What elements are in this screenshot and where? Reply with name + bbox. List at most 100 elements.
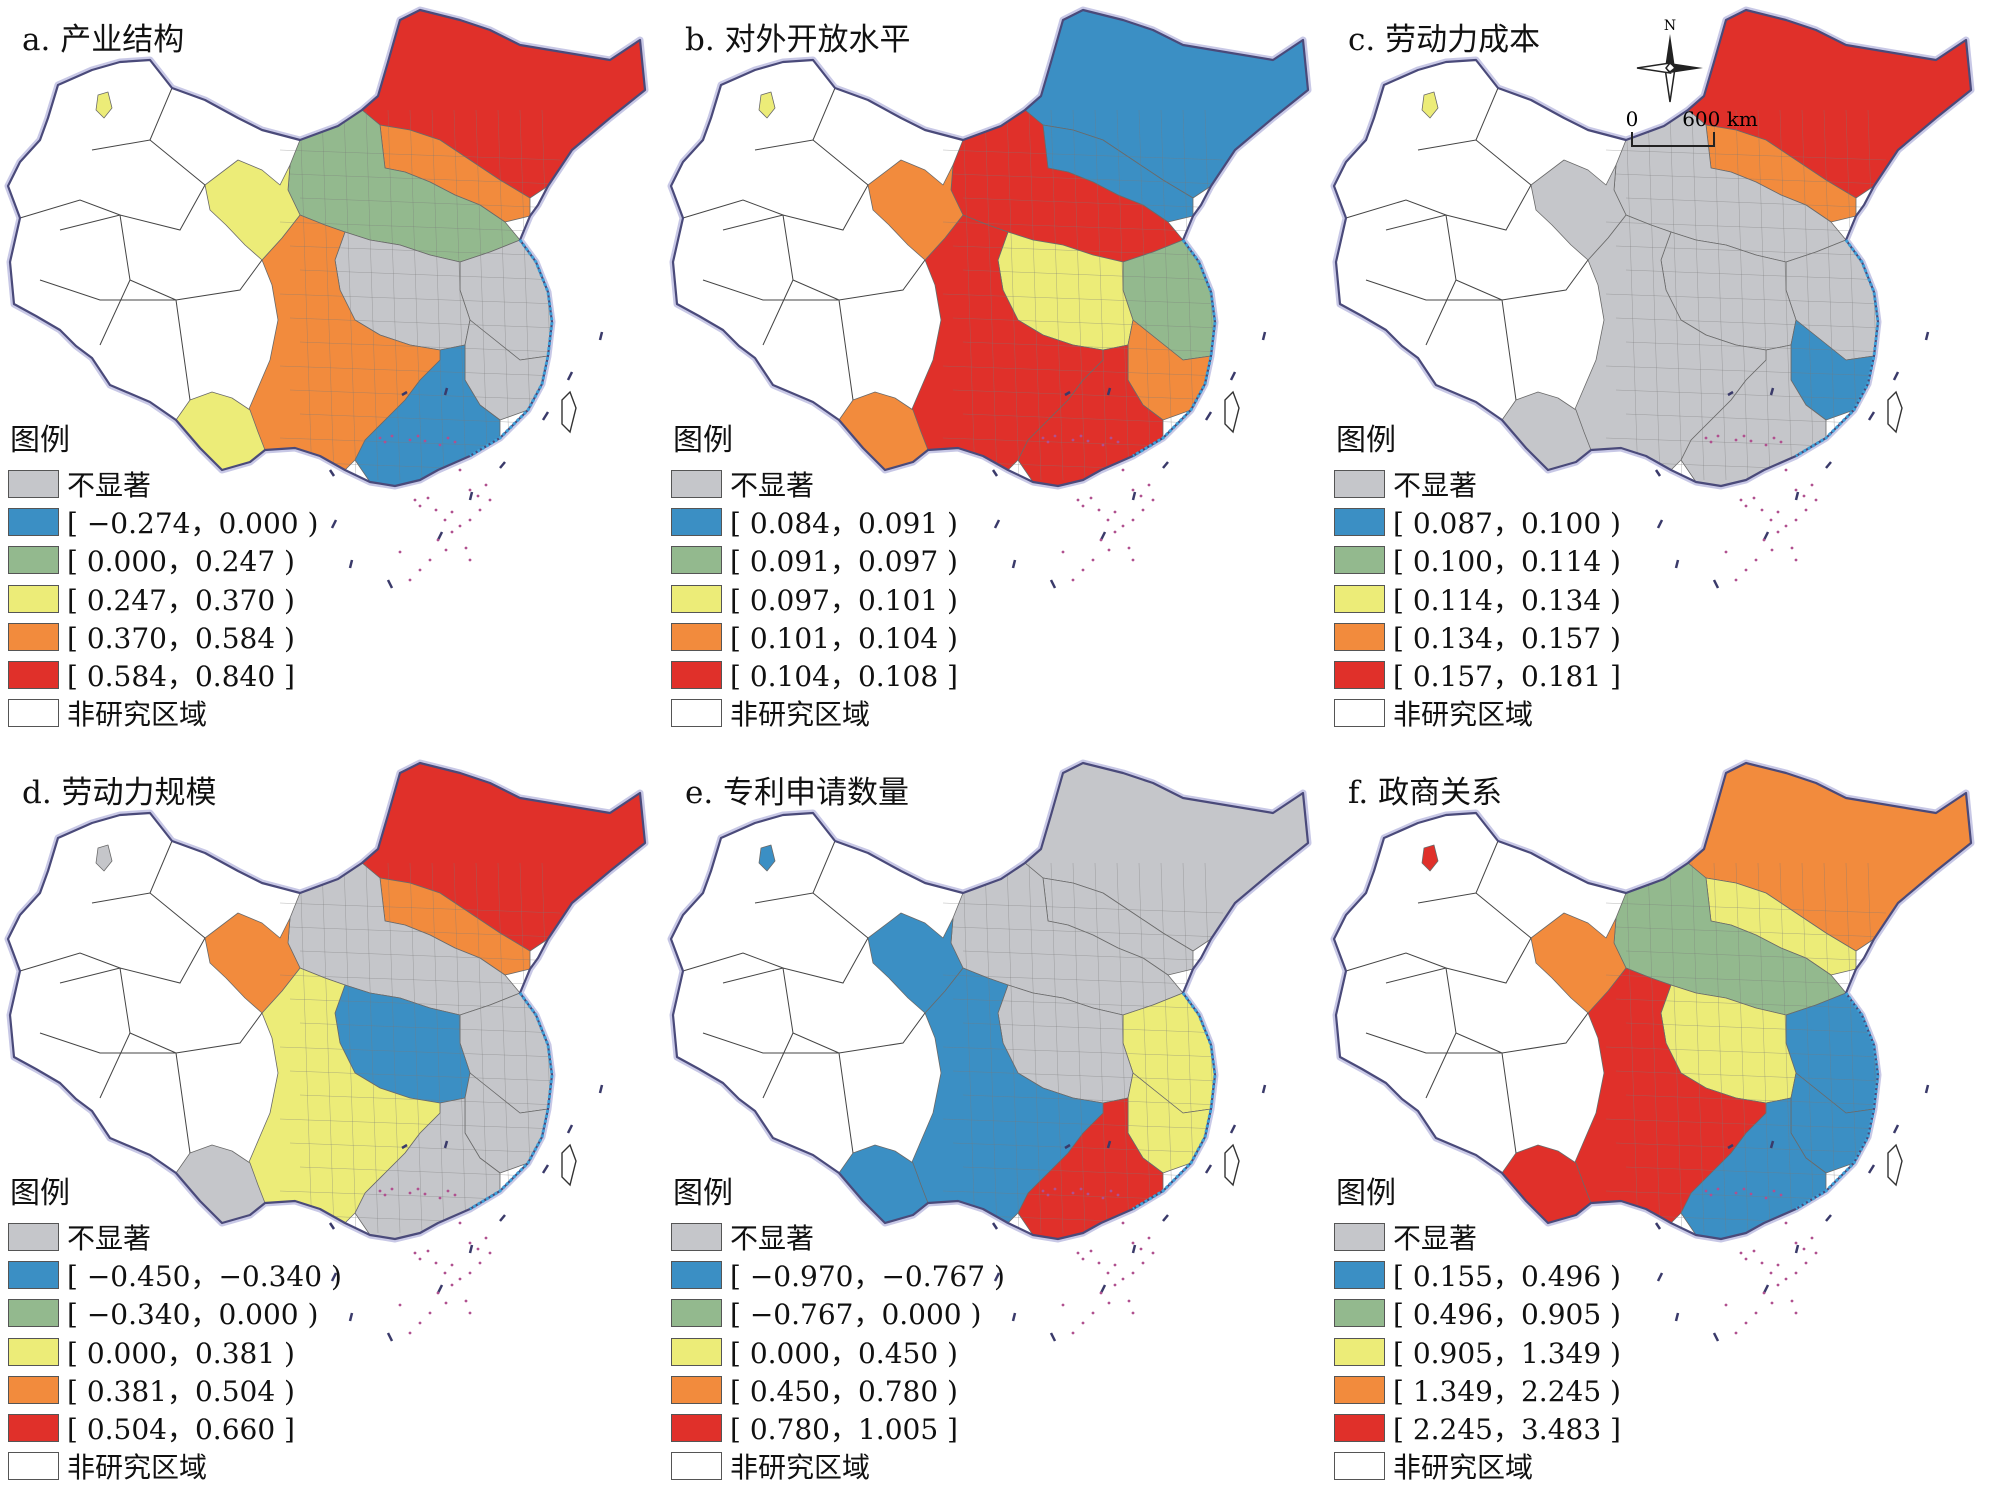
study-region [902,967,1104,1224]
island-dot [1776,510,1780,514]
panel-title: d. 劳动力规模 [22,775,217,811]
maritime-boundary-dash [1762,531,1770,541]
legend-swatch [8,1299,59,1328]
coastline [1795,239,1880,458]
island-dot [398,550,402,554]
legend-swatch [8,470,59,499]
maritime-boundary-dash [1674,559,1680,569]
legend-label: [ 0.087，0.100 ) [1393,507,1621,541]
island-dot [408,1331,412,1335]
maritime-boundary-dash [443,387,449,396]
legend-label: 非研究区域 [67,698,208,732]
legend-label: 非研究区域 [730,1451,871,1485]
island-dot [1121,1221,1125,1225]
legend-swatch [8,1375,59,1404]
island-dot [1739,498,1743,502]
island-dot [1804,1261,1808,1265]
legend-swatch [8,1223,59,1252]
island-dot [1734,1191,1738,1195]
island-dot [1109,436,1113,440]
legend: 图例 不显著 [ −0.274，0.000 ) [ 0.000，0.247 ) … [8,415,318,732]
legend-item: [ 0.114，0.134 ) [1334,580,1621,618]
island-dot [438,1196,442,1200]
island-dot [408,578,412,582]
island-dot [1790,1299,1794,1303]
scale-end-label: 600 km [1682,108,1758,131]
legend: 图例 不显著 [ 0.155，0.496 ) [ 0.496，0.905 ) [… [1334,1168,1621,1485]
legend-item: 非研究区域 [1334,694,1621,732]
island-dot [1091,1311,1095,1315]
coastline [1795,992,1880,1211]
maritime-boundary-dash [1106,387,1112,396]
legend-title: 图例 [10,423,70,458]
legend-item: [ 0.097，0.101 ) [671,580,958,618]
island-dot [1141,508,1145,512]
legend-swatch [1334,470,1385,499]
island-dot [443,518,447,522]
maritime-boundary-dash [1825,461,1832,469]
legend-label: [ 0.000，0.381 ) [67,1336,295,1370]
island-dot [1139,494,1143,498]
legend-label: [ 0.134，0.157 ) [1393,621,1621,655]
legend-swatch [671,584,722,613]
island-dot [1724,550,1728,554]
maritime-boundary-dash [1106,1140,1112,1149]
maritime-boundary-dash [330,1272,338,1282]
legend-swatch [1334,546,1385,575]
legend-swatch [8,508,59,537]
island-dot [450,1263,454,1267]
maritime-boundary-dash [443,1140,449,1149]
maritime-boundary-dash [1099,531,1107,541]
island-dot [1113,530,1117,534]
legend-swatch [1334,584,1385,613]
study-region [1530,912,1627,1014]
north-arrow-icon: N [1625,8,1715,108]
maritime-boundary-dash [1204,411,1213,421]
legend-item: [ −0.970，−0.767 ) [671,1256,1005,1294]
legend-item: [ 0.084，0.091 ) [671,503,958,541]
island-dot [1764,1196,1768,1200]
island-dot [1053,1187,1057,1191]
maritime-boundary-dash [499,1214,506,1222]
maritime-boundary-dash [1825,1214,1832,1222]
study-region [204,159,301,261]
legend-item: [ 0.104，0.108 ] [671,656,958,694]
maritime-boundary-dash [348,1312,354,1322]
study-region [758,844,776,872]
maritime-boundary-dash [468,1244,474,1254]
maritime-boundary-dash [1011,559,1017,569]
legend-item: [ 0.100，0.114 ) [1334,541,1621,579]
legend-label: [ 0.097，0.101 ) [730,583,958,617]
legend-item: 非研究区域 [671,1447,1005,1485]
study-region [239,967,441,1224]
island-dot [1099,538,1103,542]
maritime-boundary-dash [1099,1284,1107,1294]
study-region [1421,91,1439,119]
island-dot [1709,440,1713,444]
legend-swatch [8,1261,59,1290]
maritime-boundary-dash [1794,491,1800,501]
legend-swatch [671,508,722,537]
maritime-boundary-dash [1049,579,1057,589]
legend-swatch [1334,661,1385,690]
island-dot [436,1291,440,1295]
maritime-boundary-dash [1769,387,1775,396]
china-map [4,759,649,1342]
maritime-boundary-dash [386,579,394,589]
legend-swatch [8,661,59,690]
study-region [239,214,441,471]
island-dot [1131,488,1135,492]
legend-item: [ 0.101，0.104 ) [671,618,958,656]
legend-label: [ 0.000，0.247 ) [67,545,295,579]
legend-item: 不显著 [671,465,958,503]
island-dot [1760,1261,1764,1265]
island-dot [1779,440,1783,444]
legend-swatch [671,1261,722,1290]
legend-label: [ 0.091，0.097 ) [730,545,958,579]
island-dot [1810,1236,1814,1240]
island-dot [1121,1277,1125,1281]
legend-item: 非研究区域 [8,694,318,732]
legend-label: [ 0.247，0.370 ) [67,583,295,617]
island-dot [1081,568,1085,572]
island-dot [1131,1271,1135,1275]
